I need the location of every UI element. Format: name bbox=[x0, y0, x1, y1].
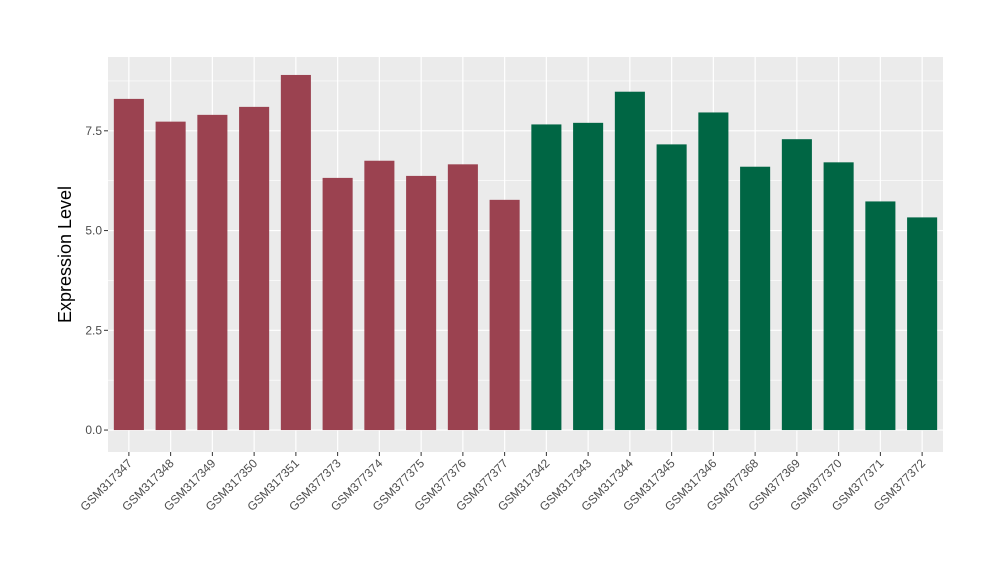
y-tick-label: 5.0 bbox=[85, 224, 102, 238]
bar-GSM377373 bbox=[322, 177, 353, 431]
bar-GSM377374 bbox=[364, 160, 395, 431]
bar-GSM317347 bbox=[113, 98, 144, 431]
bar-GSM317348 bbox=[155, 121, 186, 431]
bar-GSM377371 bbox=[865, 201, 896, 431]
bar-GSM317346 bbox=[698, 112, 729, 431]
bar-GSM317342 bbox=[531, 124, 562, 431]
bar-GSM377377 bbox=[489, 199, 520, 431]
bar-GSM317350 bbox=[239, 106, 270, 431]
bar-GSM377375 bbox=[406, 175, 437, 431]
bar-GSM377372 bbox=[907, 217, 938, 431]
bars bbox=[113, 74, 938, 431]
y-axis: 0.0 2.5 5.0 7.5 bbox=[85, 124, 108, 437]
bar-GSM377369 bbox=[781, 139, 812, 431]
bar-GSM377376 bbox=[447, 164, 478, 431]
y-tick-label: 7.5 bbox=[85, 124, 102, 138]
bar-GSM377368 bbox=[740, 166, 771, 431]
y-axis-title: Expression Level bbox=[55, 186, 75, 323]
bar-GSM317344 bbox=[614, 91, 645, 431]
y-tick-label: 2.5 bbox=[85, 323, 102, 337]
y-tick-label: 0.0 bbox=[85, 423, 102, 437]
bar-GSM317349 bbox=[197, 114, 228, 431]
plot-panel bbox=[108, 57, 943, 452]
bar-GSM377370 bbox=[823, 162, 854, 431]
bar-GSM317351 bbox=[280, 74, 311, 431]
x-axis: GSM317347GSM317348GSM317349GSM317350GSM3… bbox=[77, 452, 928, 514]
bar-GSM317343 bbox=[573, 122, 604, 431]
bar-GSM317345 bbox=[656, 144, 687, 431]
